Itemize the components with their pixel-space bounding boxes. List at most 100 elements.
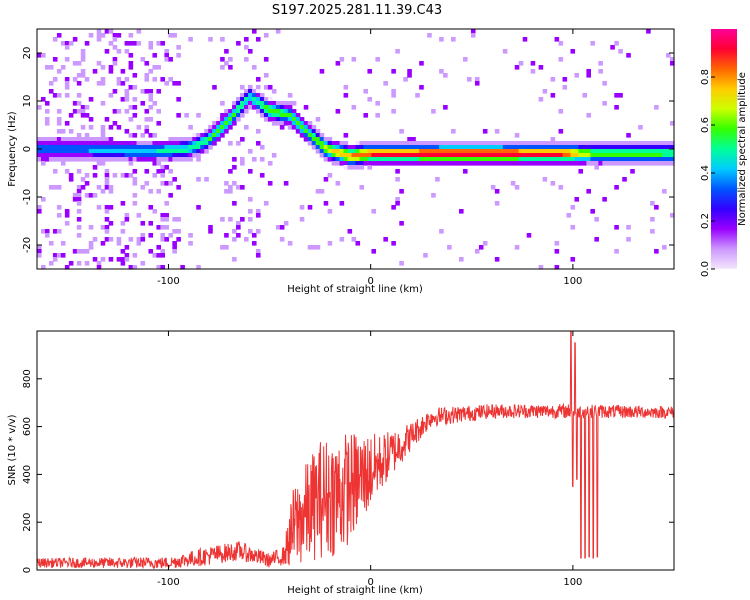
spectrogram-cell [462,169,468,174]
spectrogram-cell [37,157,42,162]
spectrogram-cell [534,153,540,158]
spectrogram-cell [614,141,619,146]
spectrogram-cell [52,257,58,262]
spectrogram-cell [192,153,197,158]
spectrogram-cell [48,89,54,94]
spectrogram-cell [526,153,532,158]
spectrogram-cell [120,173,126,178]
spectrogram-cell [232,157,237,162]
spectrogram-cell [96,145,102,150]
spectrogram-cell [395,201,400,206]
spectrogram-cell [136,41,142,46]
spectrogram-ylabel: Frequency (Hz) [7,111,18,187]
spectrogram-cell [40,157,46,162]
spectrogram-cell [44,145,50,150]
spectrogram-cell [478,245,484,250]
spectrogram-cell [144,129,150,134]
spectrogram-cell [606,161,611,166]
spectrogram-cell [44,141,50,146]
spectrogram-cell [176,185,181,190]
spectrogram-cell [112,37,118,42]
spectrogram-cell [156,157,162,162]
spectrogram-cell [244,37,249,42]
spectrogram-cell [419,141,424,146]
spectrogram-cell [48,141,54,146]
spectrogram-cell [279,121,285,126]
spectrogram-cell [598,157,603,162]
spectrogram-cell [96,33,102,38]
spectrogram-cell [435,161,440,166]
spectrogram-cell [156,225,162,230]
spectrogram-cell [200,137,205,142]
spectrogram-cell [498,145,504,150]
spectrogram-cell [168,33,173,38]
spectrogram-cell [614,145,619,150]
spectrogram-cell [228,217,233,222]
spectrogram-cell [244,89,249,94]
spectrogram-cell [128,65,134,70]
spectrogram-cell [156,189,162,194]
spectrogram-cell [355,153,361,158]
spectrogram-cell [108,69,114,74]
spectrogram-cell [455,141,460,146]
spectrogram-cell [236,113,241,118]
spectrogram-cell [558,149,564,154]
spectrogram-cell [466,161,472,166]
spectrogram-cell [44,65,50,70]
spectrogram-cell [144,89,150,94]
spectrogram-cell [626,53,631,58]
spectrogram-cell [419,157,424,162]
spectrogram-cell [144,145,150,150]
spectrogram-cell [594,145,599,150]
spectrogram-cell [124,49,130,54]
spectrogram-cell [80,113,86,118]
spectrogram-cell [510,157,516,162]
spectrogram-cell [582,149,588,154]
spectrogram-cell [634,149,639,154]
spectrogram-cell [76,93,82,98]
spectrogram-cell [598,69,603,74]
spectrogram-cell [347,229,353,234]
spectrogram-cell [244,57,249,62]
spectrogram-cell [466,145,472,150]
spectrogram-cell [148,149,154,154]
spectrogram-cell [188,157,193,162]
spectrogram-cell [590,145,595,150]
spectrogram-cell [112,153,118,158]
spectrogram-cell [255,249,261,254]
spectrogram-cell [140,233,146,238]
spectrogram-cell [64,81,70,86]
spectrogram-cell [323,201,329,206]
spectrogram-cell [602,145,607,150]
spectrogram-cell [168,145,173,150]
spectrogram-cell [279,225,285,230]
spectrogram-cell [64,77,70,82]
spectrogram-cell [646,29,651,34]
spectrogram-cell [403,157,408,162]
spectrogram-cell [64,153,70,158]
spectrogram-cell [259,113,265,118]
spectrogram-cell [56,149,62,154]
spectrogram-cell [40,145,46,150]
spectrogram-cell [598,153,603,158]
spectrogram-cell [164,81,169,86]
spectrogram-cell [132,201,138,206]
spectrogram-cell [670,161,675,166]
spectrogram-cell [72,157,78,162]
spectrogram-cell [367,141,373,146]
spectrogram-cell [88,145,94,150]
spectrogram-cell [132,181,138,186]
spectrogram-cell [236,141,241,146]
spectrogram-cell [287,117,293,122]
colorbar-gradient [711,29,737,269]
spectrogram-cell [100,77,106,82]
spectrogram-cell [387,157,392,162]
spectrogram-cell [88,225,94,230]
spectrogram-cell [144,77,150,82]
spectrogram-cell [80,145,86,150]
spectrogram-cell [164,157,169,162]
spectrogram-cell [395,169,400,174]
spectrogram-cell [578,169,584,174]
spectrogram-cell [283,101,289,106]
spectrogram-cell [415,145,420,150]
